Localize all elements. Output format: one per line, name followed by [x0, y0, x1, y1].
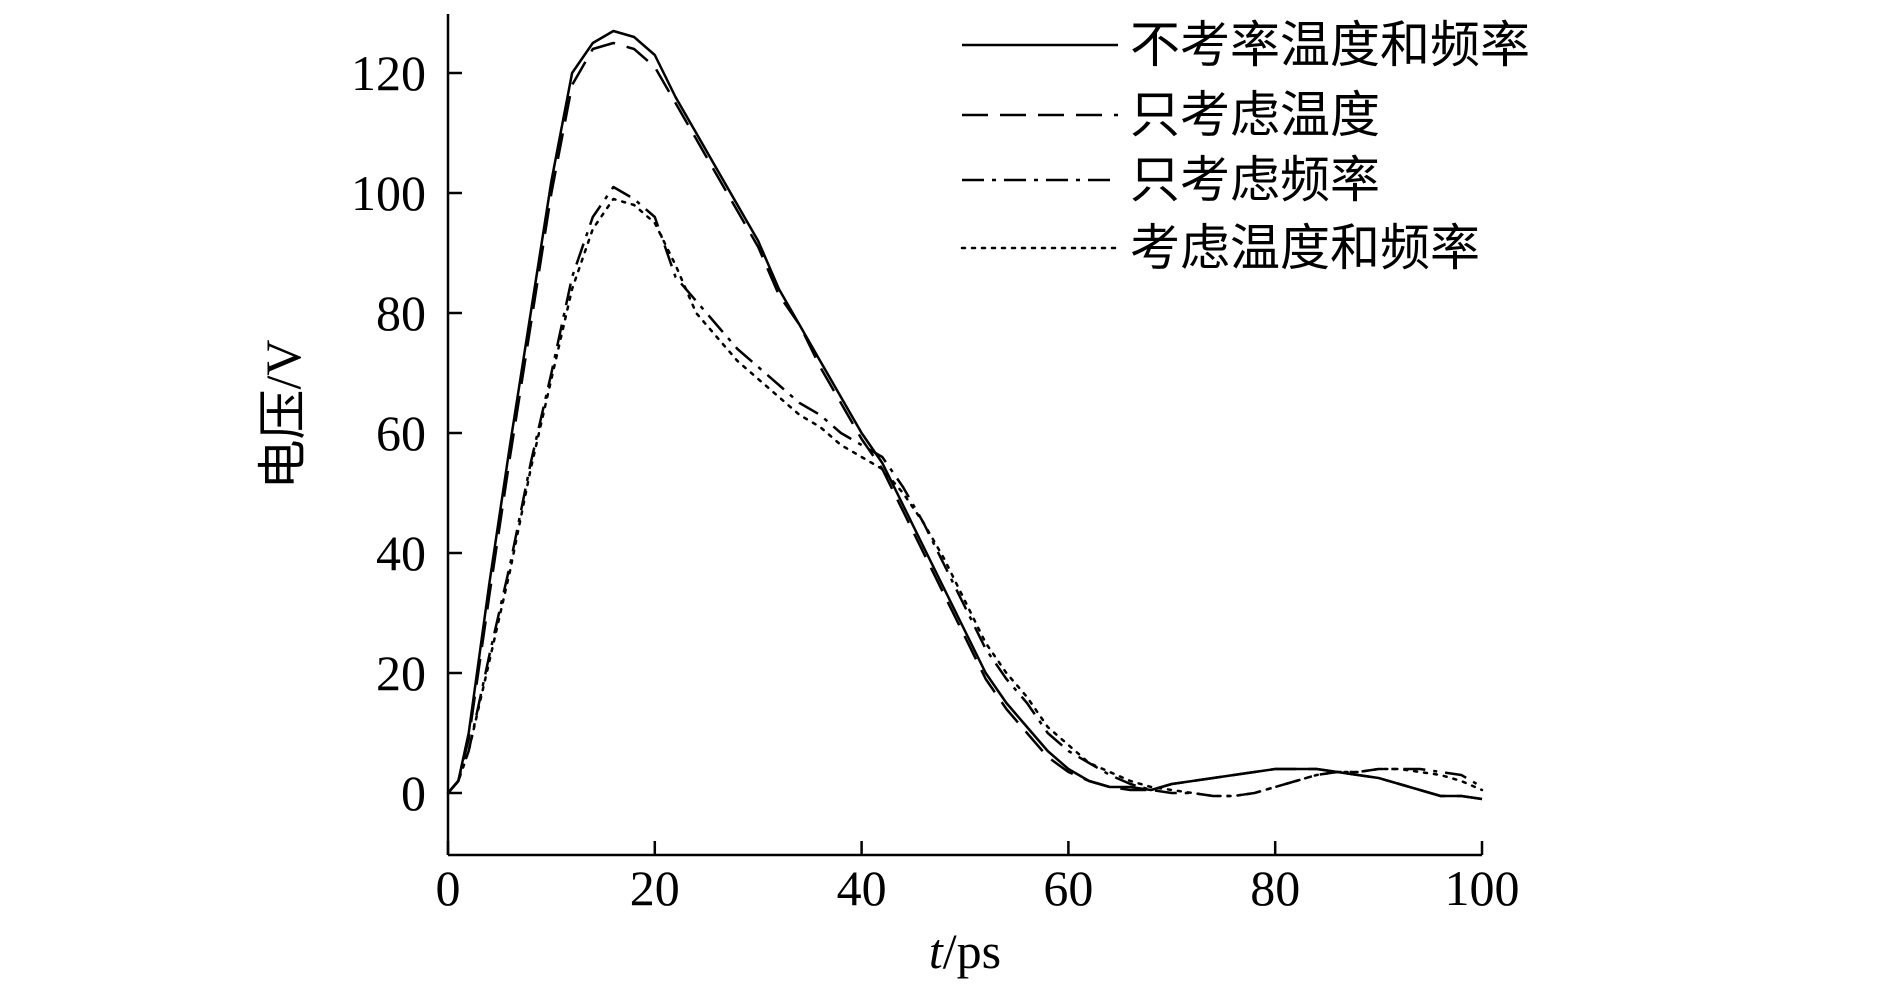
x-tick-label: 100: [1445, 860, 1520, 916]
x-tick-label: 60: [1043, 860, 1093, 916]
series-line-2: [447, 41, 1483, 801]
series-line-4: [446, 197, 1484, 798]
y-axis-label: 电压/V: [255, 340, 311, 490]
axes: [446, 14, 1482, 857]
x-axis-label-italic: t: [929, 923, 944, 979]
y-tick-label: 0: [401, 765, 426, 821]
series-group: [446, 29, 1484, 801]
x-tick-label: 40: [837, 860, 887, 916]
series-line-3: [447, 185, 1483, 798]
y-ticks: 0 20 40 60 80 100 120: [351, 45, 462, 821]
series-line-1: [447, 29, 1483, 801]
y-tick-label: 100: [351, 165, 426, 221]
legend-label-4: 考虑温度和频率: [1130, 220, 1480, 276]
legend-label-3: 只考虑频率: [1130, 152, 1380, 208]
y-tick-label: 80: [376, 285, 426, 341]
x-tick-label: 80: [1250, 860, 1300, 916]
x-ticks: 0 20 40 60 80 100: [436, 841, 1520, 916]
legend-label-2: 只考虑温度: [1130, 87, 1380, 143]
y-tick-label: 60: [376, 405, 426, 461]
y-tick-label: 20: [376, 645, 426, 701]
x-tick-label: 20: [630, 860, 680, 916]
y-tick-label: 40: [376, 525, 426, 581]
y-tick-label: 120: [351, 45, 426, 101]
x-tick-label: 0: [436, 860, 461, 916]
x-axis-label: t/ps: [929, 923, 1001, 979]
x-axis-label-unit: /ps: [943, 923, 1001, 979]
legend-label-1: 不考率温度和频率: [1130, 17, 1530, 73]
